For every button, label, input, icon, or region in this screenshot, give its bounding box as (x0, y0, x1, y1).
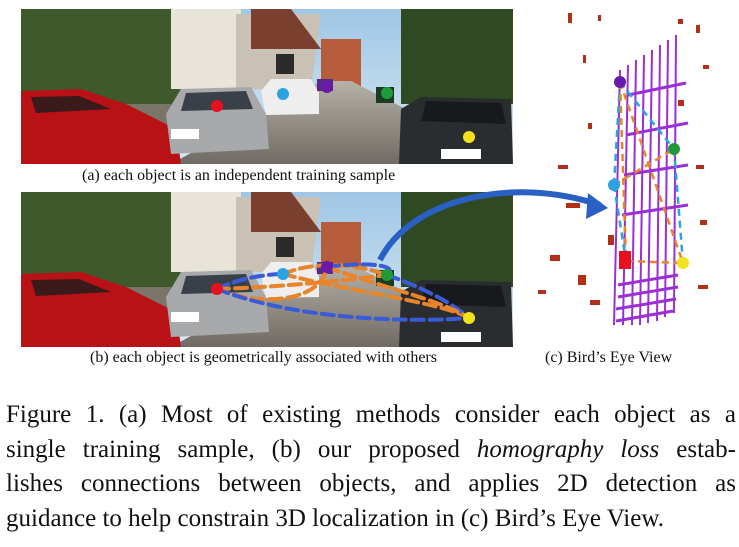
caption-line-3: lishes connections between objects, and … (6, 470, 736, 497)
bev-association-line (619, 81, 675, 150)
association-line (215, 287, 471, 322)
caption-line-2: single training sample, (b) our proposed… (6, 433, 736, 468)
transition-arrow (377, 189, 608, 262)
marker-blue (277, 268, 289, 280)
bev-association-line (612, 184, 628, 262)
scene-image-a (21, 9, 513, 164)
street-scene-illustration-b (21, 192, 513, 347)
association-line (281, 263, 389, 277)
bev-association-line (618, 81, 685, 264)
association-line (215, 273, 389, 291)
caption-emphasis: homography loss (476, 435, 660, 463)
marker-red (211, 100, 223, 112)
marker-blue (277, 88, 289, 100)
scene-image-b (21, 192, 513, 347)
marker-green (381, 87, 393, 99)
panel-b-label: (b) each object is geometrically associa… (90, 349, 437, 366)
marker-red (211, 283, 223, 295)
caption-line-2-start: single training sample, (b) our proposed (6, 435, 477, 463)
marker-yellow (463, 312, 475, 324)
marker-yellow (463, 131, 475, 143)
bev-point-cloud-illustration (538, 13, 709, 326)
marker-green (381, 269, 393, 281)
association-line (325, 265, 471, 320)
marker-yellow (677, 257, 689, 269)
association-line (281, 272, 471, 320)
point-cloud-rows (615, 81, 689, 323)
figure-caption: Figure 1. (a) Most of existing methods c… (6, 398, 736, 536)
bev-association-line (625, 259, 684, 265)
panel-c-label: (c) Bird’s Eye View (545, 349, 673, 366)
object-markers (211, 76, 689, 324)
caption-line-1: Figure 1. (a) Most of existing methods c… (6, 401, 736, 428)
marker-purple (614, 76, 626, 88)
marker-blue (608, 179, 620, 191)
figure: (a) each object is an independent traini… (21, 5, 738, 366)
panel-a-label: (a) each object is an independent traini… (82, 167, 396, 184)
bev-association-line (618, 81, 628, 262)
marker-red (619, 251, 631, 269)
marker-purple (321, 81, 333, 93)
caption-line-2-end: estab- (659, 435, 736, 463)
caption-line-4: guidance to help constrain 3D localizati… (6, 504, 665, 532)
street-scene-illustration-a (21, 9, 513, 164)
bev-image (528, 5, 738, 345)
marker-purple (321, 261, 333, 273)
marker-green (668, 143, 680, 155)
bev-association-line (612, 81, 622, 186)
point-cloud-scatter (538, 13, 709, 305)
